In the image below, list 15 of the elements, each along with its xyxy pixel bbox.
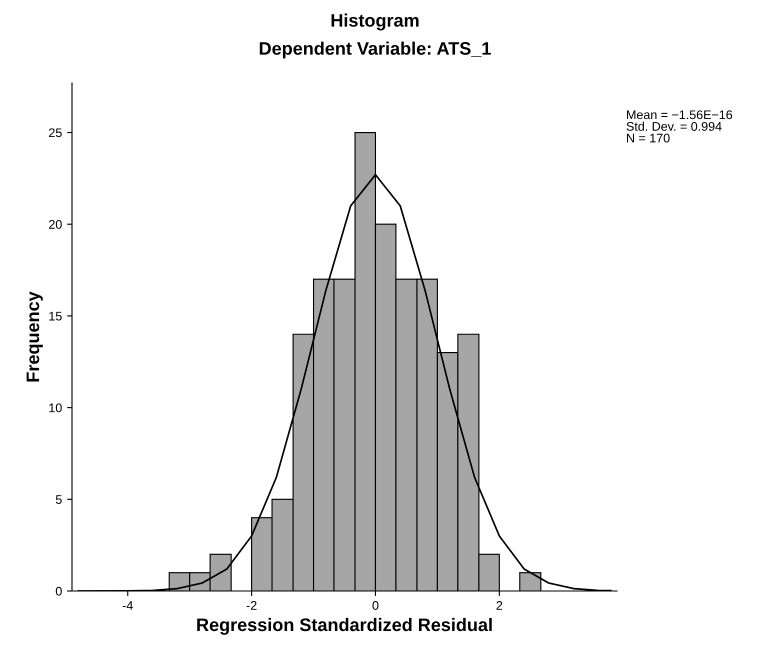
y-tick-label: 20 (49, 220, 62, 229)
x-tick-label: -4 (122, 601, 133, 610)
text: Mean = −1.56E−16 Std. Dev. = 0.994 N = 170 (626, 110, 732, 142)
y-tick-label: 15 (49, 312, 62, 321)
y-tick-label: 5 (56, 495, 62, 504)
x-tick-label: -2 (246, 601, 257, 610)
chart-title: Histogram (332, 14, 419, 30)
x-axis-title: Regression Standardized Residual (197, 618, 492, 635)
x-tick-label: 2 (496, 601, 502, 610)
y-tick-label: 0 (56, 586, 62, 596)
chart-subtitle: Dependent Variable: ATS_1 (260, 42, 491, 58)
y-axis-title: Frequency (26, 291, 43, 382)
y-tick-label: 10 (49, 403, 62, 412)
x-tick-label: 0 (372, 601, 378, 610)
y-tick-label: 25 (49, 128, 62, 138)
